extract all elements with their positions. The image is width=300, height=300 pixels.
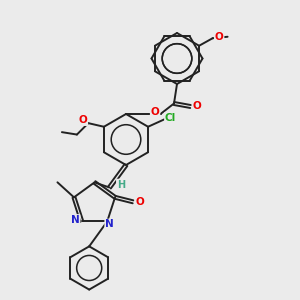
Text: O: O	[135, 197, 144, 207]
Text: N: N	[71, 215, 80, 225]
Text: O: O	[79, 115, 87, 125]
Text: H: H	[117, 179, 125, 190]
Text: N: N	[105, 220, 114, 230]
Text: O: O	[193, 101, 202, 112]
Text: Cl: Cl	[165, 113, 176, 123]
Text: O: O	[215, 32, 224, 42]
Text: O: O	[151, 107, 160, 118]
